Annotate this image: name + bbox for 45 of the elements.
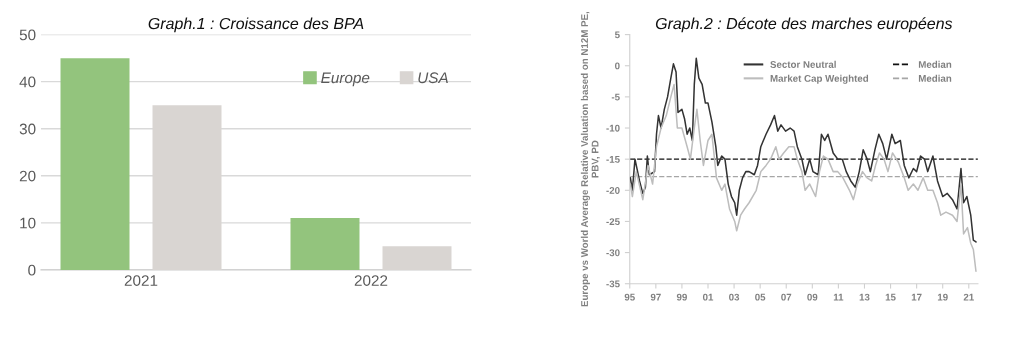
y-tick-label: 0	[615, 62, 620, 70]
x-tick-label: 95	[624, 293, 635, 301]
bar	[382, 246, 452, 270]
bar	[60, 58, 130, 270]
x-tick-label: 11	[833, 293, 844, 301]
y-tick-label: -20	[606, 187, 620, 194]
legend-label: Market Cap Weighted	[770, 74, 869, 84]
legend-label: Sector Neutral	[770, 60, 836, 68]
y-tick-label: -30	[606, 249, 620, 257]
x-tick-label: 97	[650, 293, 661, 301]
line-series	[629, 57, 977, 243]
y-tick-label: -5	[611, 93, 620, 101]
x-tick-label: 13	[859, 293, 870, 301]
x-tick-label: 2021	[124, 275, 158, 286]
line-series	[629, 83, 977, 273]
y-tick-label: -35	[606, 280, 620, 288]
x-tick-label: 09	[807, 293, 818, 301]
y-tick-label: 5	[614, 31, 620, 39]
legend-label: Median	[918, 60, 952, 68]
y-tick-label: 30	[19, 123, 36, 135]
y-tick-label: -10	[606, 124, 620, 132]
y-tick-label: 50	[19, 29, 36, 41]
legend-label: Europe	[321, 72, 370, 87]
x-tick-label: 03	[729, 293, 740, 301]
y-tick-label: 10	[20, 217, 36, 229]
y-tick-label: -25	[606, 218, 620, 226]
y-tick-label: 0	[28, 264, 36, 276]
legend-label: USA	[418, 72, 448, 84]
x-tick-label: 17	[911, 293, 922, 301]
x-tick-label: 99	[676, 293, 687, 301]
y-tick-label: 20	[19, 170, 36, 182]
y-axis-title: Europe vs World Average Relative Valuation based on N12M PE, PBV, PD	[580, 11, 600, 307]
legend-label: Median	[918, 74, 952, 82]
x-tick-label: 05	[755, 293, 766, 301]
chart-title: Graph.1 : Croissance des BPA	[148, 17, 364, 33]
x-tick-label: 15	[885, 293, 896, 301]
x-tick-label: 21	[963, 293, 974, 301]
x-tick-label: 07	[781, 293, 792, 301]
bar	[290, 218, 360, 270]
x-tick-label: 19	[937, 293, 948, 301]
y-tick-label: 40	[19, 76, 36, 88]
y-tick-label: -15	[606, 155, 620, 163]
chart-title: Graph.2 : Décote des marches européens	[655, 17, 953, 33]
x-tick-label: 2022	[354, 275, 388, 286]
x-tick-label: 01	[702, 293, 714, 301]
